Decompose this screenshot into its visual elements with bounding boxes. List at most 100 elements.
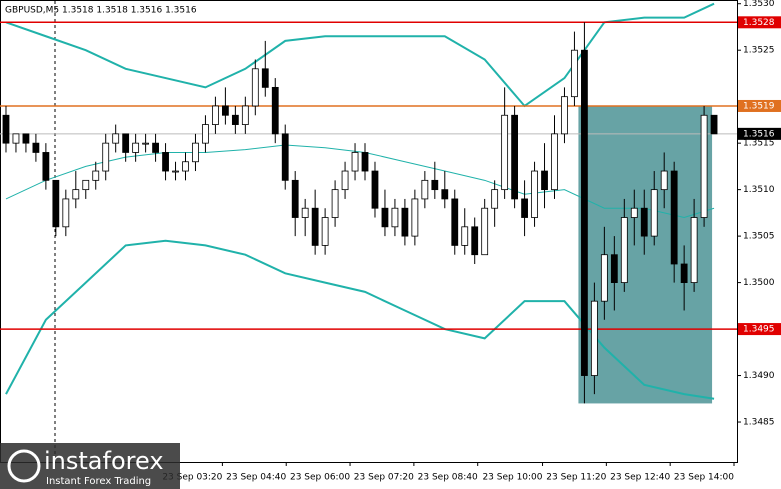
candle-body: [421, 179, 429, 200]
candle-body: [650, 189, 658, 237]
candle-body: [22, 133, 30, 144]
candle-body: [471, 226, 479, 256]
x-tick-label: 23 Sep 14:00: [674, 473, 734, 483]
candle-body: [122, 133, 130, 153]
level-label: 1.3495: [743, 325, 775, 335]
candle-body: [52, 179, 60, 228]
candle-body: [331, 189, 339, 218]
level-label: 1.3528: [743, 18, 775, 28]
y-tick-label: 1.3490: [743, 371, 775, 381]
candle-body: [42, 152, 50, 181]
candle-body: [261, 68, 269, 88]
candle-body: [670, 170, 678, 265]
candle-body: [411, 198, 419, 237]
candle-body: [32, 142, 40, 153]
logo-name: instaforex: [44, 447, 164, 475]
candle-body: [281, 133, 289, 181]
candle-body: [351, 152, 359, 172]
candle-body: [640, 207, 648, 237]
candle-body: [630, 207, 638, 218]
candle-body: [162, 152, 169, 172]
candle-body: [142, 142, 150, 145]
y-tick-label: 1.3505: [743, 232, 775, 242]
candle-body: [501, 114, 509, 191]
candle-body: [710, 114, 718, 135]
logo-icon: [7, 449, 41, 483]
x-tick-label: 23 Sep 07:20: [354, 473, 414, 483]
candle-body: [690, 217, 698, 283]
candle-body: [231, 114, 239, 125]
candle-body: [391, 207, 399, 228]
candle-body: [401, 207, 409, 237]
candle-body: [202, 124, 209, 144]
candle-body: [680, 263, 688, 283]
candle-body: [341, 170, 349, 191]
candle-body: [451, 198, 459, 246]
candle-body: [561, 96, 568, 135]
candle-body: [441, 189, 449, 200]
logo: instaforex Instant Forex Trading: [0, 443, 180, 489]
level-tag: [738, 16, 781, 29]
x-tick-label: 23 Sep 12:40: [610, 473, 670, 483]
candle-body: [590, 300, 598, 376]
candle-body: [511, 114, 519, 200]
zone: [578, 105, 713, 404]
candle-body: [241, 105, 249, 125]
candle-body: [321, 217, 329, 246]
candle-body: [82, 179, 90, 191]
x-tick-label: 23 Sep 11:20: [546, 473, 606, 483]
candle-body: [381, 207, 389, 228]
candle-body: [620, 217, 628, 283]
candle-body: [251, 68, 259, 107]
x-tick-label: 23 Sep 08:40: [418, 473, 478, 483]
candle-body: [132, 142, 140, 153]
candle-body: [102, 142, 110, 172]
candle-body: [72, 189, 80, 200]
y-tick-label: 1.3485: [743, 418, 775, 428]
candle-body: [541, 170, 548, 191]
candle-body: [581, 49, 588, 376]
logo-tagline: Instant Forex Trading: [46, 476, 151, 487]
candle-body: [361, 152, 369, 172]
candle-body: [660, 170, 668, 191]
y-tick-label: 1.3500: [743, 278, 775, 288]
candle-body: [461, 226, 469, 246]
candle-body: [481, 207, 489, 256]
candle-body: [521, 198, 528, 218]
level-tag: [738, 99, 781, 112]
y-tick-label: 1.3525: [743, 46, 775, 56]
candle-body: [371, 170, 379, 209]
candle-body: [112, 133, 120, 144]
candle-body: [2, 114, 10, 144]
candle-body: [62, 198, 70, 228]
x-tick-label: 23 Sep 04:40: [226, 473, 286, 483]
level-label: 1.3519: [743, 101, 775, 111]
candle-body: [311, 207, 319, 246]
candle-body: [271, 86, 279, 135]
candle-body: [610, 254, 618, 283]
candle-body: [571, 49, 578, 98]
candle-body: [700, 114, 708, 218]
x-tick-label: 23 Sep 06:00: [290, 473, 350, 483]
candle-body: [192, 142, 199, 163]
y-tick-label: 1.3515: [743, 139, 775, 149]
y-tick-label: 1.3510: [743, 185, 775, 195]
y-tick-label: 1.3530: [743, 0, 775, 9]
level-label: 1.3516: [743, 129, 775, 139]
candle-body: [531, 170, 538, 218]
x-tick-label: 23 Sep 03:20: [162, 473, 222, 483]
candle-body: [221, 105, 229, 116]
band-line: [5, 239, 715, 400]
candle-body: [152, 142, 159, 153]
level-tag: [738, 127, 781, 140]
candle-body: [301, 207, 309, 218]
candle-body: [182, 161, 189, 172]
candle-body: [212, 105, 219, 125]
x-tick-label: 23 Sep 10:00: [482, 473, 542, 483]
candle-body: [92, 170, 100, 181]
candle-body: [12, 133, 20, 144]
candle-body: [600, 254, 608, 302]
candle-body: [551, 133, 558, 191]
